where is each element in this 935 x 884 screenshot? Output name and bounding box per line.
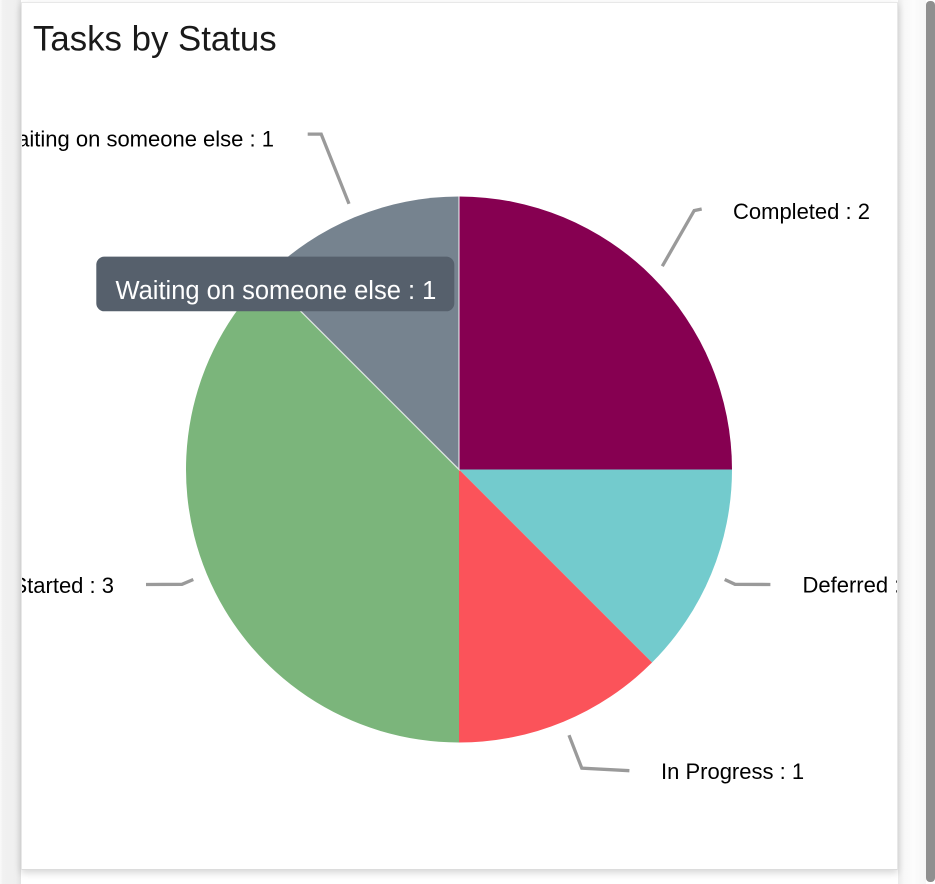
svg-text:Waiting on someone else : 1: Waiting on someone else : 1 [116, 277, 437, 305]
svg-text:Not Started : 3: Not Started : 3 [22, 573, 114, 598]
svg-text:Tasks by Status: Tasks by Status [33, 20, 277, 59]
svg-text:Deferred : 1: Deferred : 1 [803, 573, 898, 598]
svg-text:Waiting on someone else : 1: Waiting on someone else : 1 [22, 127, 274, 152]
svg-text:In Progress : 1: In Progress : 1 [661, 759, 804, 784]
svg-text:Completed : 2: Completed : 2 [733, 199, 870, 224]
